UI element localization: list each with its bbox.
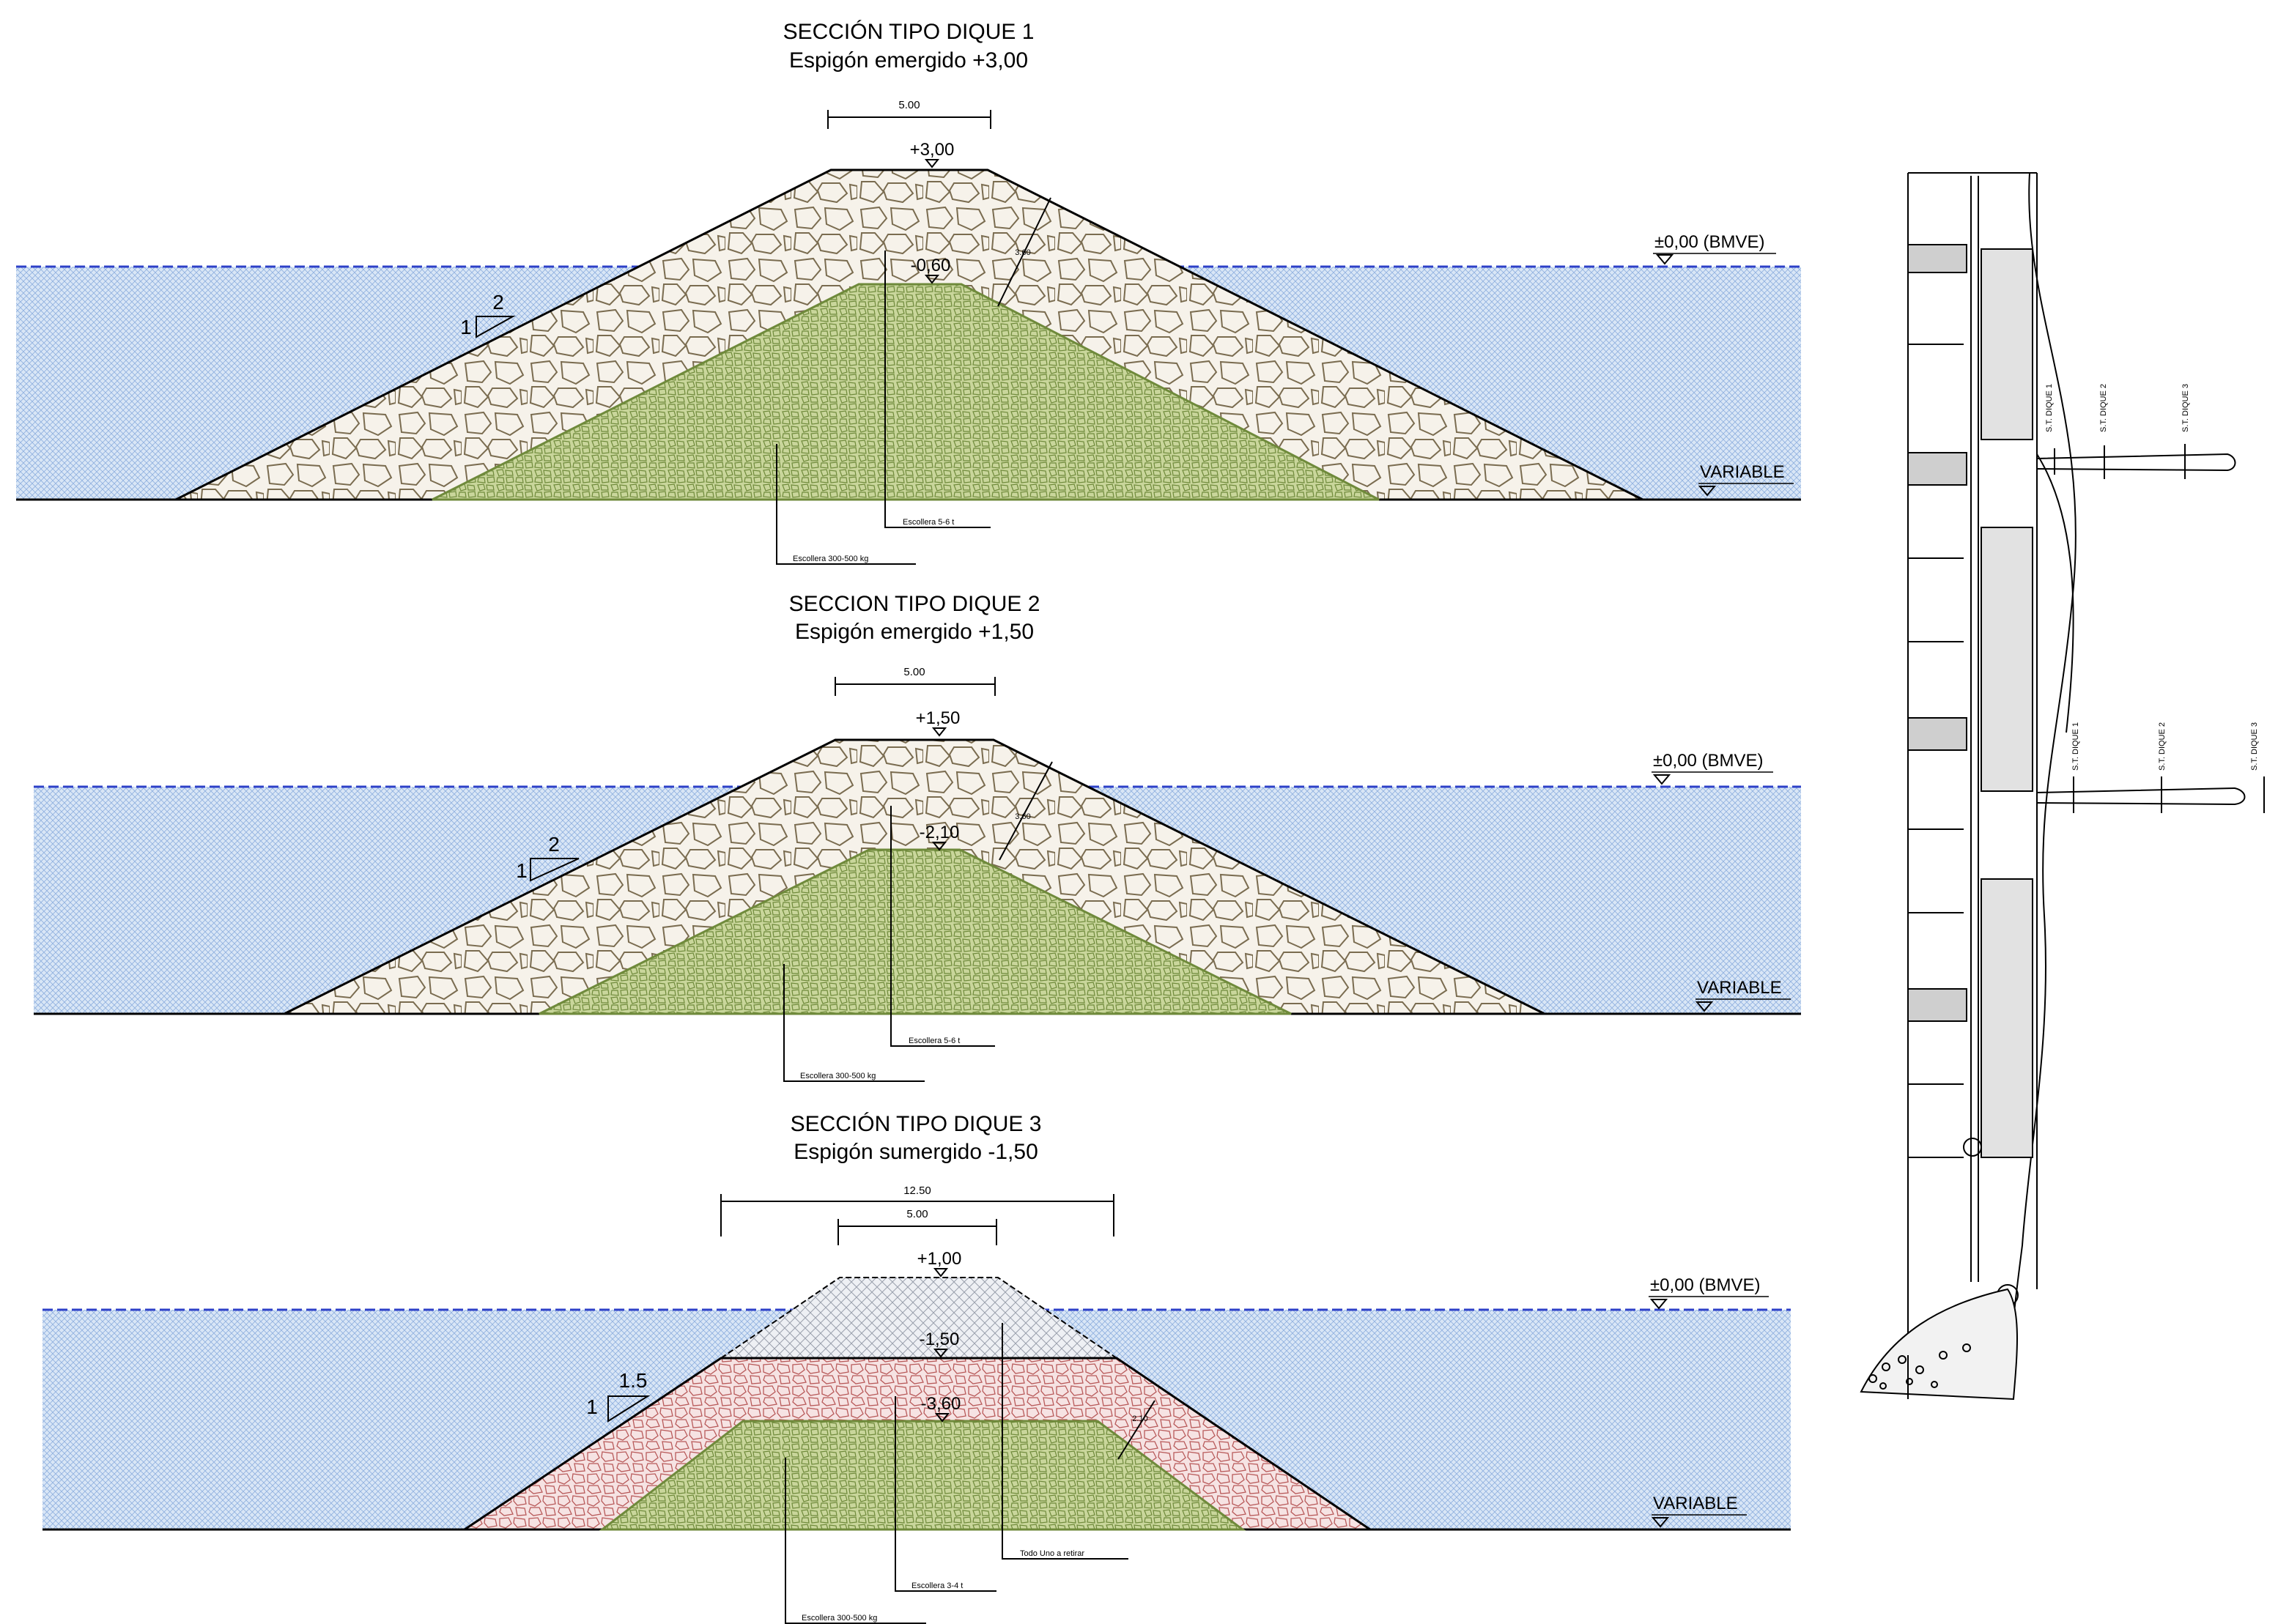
water-level-marker-icon [1655,254,1674,265]
section-1-leader-armor [884,251,991,528]
section-2-crest-level: +1,50 [916,708,961,728]
section-2-label-armor: Escollera 5-6 t [909,1037,960,1045]
section-3-water-level: ±0,00 (BMVE) [1650,1275,1761,1295]
section-2-label-core: Escollera 300-500 kg [800,1072,876,1080]
plan-label-upper-3: S.T. DIQUE 3 [2181,384,2190,432]
section-1-label-core: Escollera 300-500 kg [793,555,868,563]
section-3-top-level: +1,00 [917,1249,962,1269]
section-3-leader-core [785,1458,926,1624]
section-1-water-level: ±0,00 (BMVE) [1654,232,1765,252]
section-1-slope-v: 1 [460,316,472,338]
section-2-armor-thickness: 3.60 [1015,812,1030,821]
section-3-label-armor: Escollera 3-4 t [911,1582,963,1590]
section-3-bottom-level: VARIABLE [1653,1494,1738,1513]
section-3-label-core: Escollera 300-500 kg [802,1614,877,1623]
section-1-leader-core [776,444,916,565]
section-3-crest-width: 5.00 [906,1208,928,1220]
plan-label-lower-3: S.T. DIQUE 3 [2250,722,2259,771]
section-1-core-level: -0,60 [911,256,951,275]
section-1-crest-level: +3,00 [910,140,955,160]
section-2-crest-width: 5.00 [903,666,925,678]
plan-label-lower-2: S.T. DIQUE 2 [2158,722,2167,771]
section-1-slope-triangle [476,316,516,338]
plan-view [1860,172,2265,1401]
section-2-title: SECCION TIPO DIQUE 2 [789,592,1040,616]
level-marker-icon [924,159,940,168]
section-2-subtitle: Espigón emergido +1,50 [795,620,1034,644]
section-3-slope-triangle [607,1395,651,1423]
section-1-thickness-line [997,197,1051,307]
section-2-slope-v: 1 [516,859,528,882]
section-3-leader-todo-uno [1002,1323,1128,1560]
plan-breakwater-upper [2036,453,2236,472]
section-1-title: SECCIÓN TIPO DIQUE 1 [783,20,1035,44]
section-2-bottom-level: VARIABLE [1697,978,1782,998]
plan-label-upper-1: S.T. DIQUE 1 [2045,384,2054,432]
section-1-label-armor: Escollera 5-6 t [903,518,954,527]
section-2-slope-triangle [530,858,580,882]
section-3-armor-thickness: 2.10 [1132,1414,1147,1423]
section-1-core [432,283,1380,501]
plan-label-upper-2: S.T. DIQUE 2 [2099,384,2108,432]
section-3-subtitle: Espigón sumergido -1,50 [794,1140,1038,1164]
section-1-bottom-level: VARIABLE [1700,462,1785,482]
section-2-core [539,848,1292,1015]
section-3-core [599,1420,1246,1531]
section-1-armor-thickness: 3.60 [1015,248,1030,257]
section-2-core-level: -2,10 [920,823,960,842]
section-2-slope-h: 2 [548,833,560,856]
section-3-label-todo-uno: Todo Uno a retirar [1020,1549,1084,1558]
section-2-water-level: ±0,00 (BMVE) [1653,751,1764,771]
section-3-core-level: -3,60 [921,1394,961,1414]
section-3-thickness-line [1117,1400,1155,1460]
plan-coastline [2009,172,2077,1400]
section-1-slope-h: 2 [492,291,504,314]
section-3-slope-h: 1.5 [619,1369,648,1392]
section-3-leader-armor [895,1396,996,1592]
section-1-subtitle: Espigón emergido +3,00 [789,48,1028,73]
plan-label-lower-1: S.T. DIQUE 1 [2071,722,2080,771]
plan-breakwater-lower [2036,787,2246,806]
section-3-title: SECCIÓN TIPO DIQUE 3 [791,1112,1042,1136]
section-3-top-width: 12.50 [903,1184,931,1197]
section-2-leader-core [783,964,925,1082]
section-1-crest-width: 5.00 [898,99,920,111]
section-dique-1: SECCIÓN TIPO DIQUE 1 Espigón emergido +3… [16,20,1801,565]
section-dique-2: SECCION TIPO DIQUE 2 Espigón emergido +1… [34,592,1801,1082]
section-2-thickness-line [999,761,1053,861]
section-dique-3: SECCIÓN TIPO DIQUE 3 Espigón sumergido -… [42,1112,1791,1624]
section-2-leader-armor [890,806,995,1047]
section-3-slope-v: 1 [586,1395,598,1418]
section-3-crest-level: -1,50 [920,1330,960,1349]
